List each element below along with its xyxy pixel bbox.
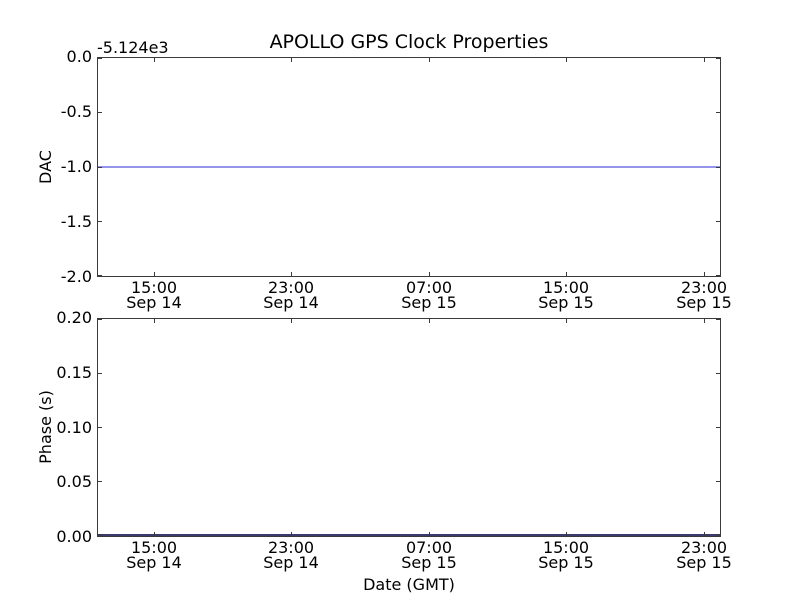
dac-x-tick-marks-bottom bbox=[98, 272, 720, 276]
phase-x-tick-label: 23:00 Sep 14 bbox=[263, 538, 319, 572]
phase-plot-area bbox=[97, 318, 721, 537]
phase-x-tick-label: 07:00 Sep 15 bbox=[401, 538, 457, 572]
dac-x-tick-marks-top bbox=[98, 58, 720, 62]
phase-x-tick-marks-bottom bbox=[98, 532, 720, 536]
dac-x-tick-label: 15:00 Sep 14 bbox=[126, 278, 182, 312]
phase-x-tick-label: 15:00 Sep 15 bbox=[538, 538, 594, 572]
phase-y-tick-label: 0.20 bbox=[56, 308, 92, 327]
phase-x-tick-marks-top bbox=[98, 319, 720, 323]
phase-y-tick-label: 0.10 bbox=[56, 418, 92, 437]
dac-x-tick-label: 07:00 Sep 15 bbox=[401, 278, 457, 312]
phase-y-tick-marks-right bbox=[716, 319, 720, 536]
phase-axis-label: Phase (s) bbox=[35, 390, 55, 464]
phase-y-tick-marks-left bbox=[98, 319, 102, 536]
dac-y-tick-marks-left bbox=[98, 58, 102, 276]
x-axis-label: Date (GMT) bbox=[363, 575, 455, 594]
y-axis-offset-text: -5.124e3 bbox=[97, 38, 169, 57]
dac-series-line bbox=[98, 166, 720, 168]
dac-y-tick-label: 0.0 bbox=[66, 47, 92, 66]
chart-title: APOLLO GPS Clock Properties bbox=[269, 31, 549, 53]
phase-y-tick-label: 0.05 bbox=[56, 472, 92, 491]
dac-axis-label: DAC bbox=[35, 150, 55, 184]
dac-x-tick-label: 23:00 Sep 15 bbox=[676, 278, 732, 312]
dac-plot-area bbox=[97, 57, 721, 277]
dac-y-tick-label: -2.0 bbox=[60, 267, 92, 286]
dac-y-tick-label: -1.5 bbox=[60, 212, 92, 231]
phase-y-tick-label: 0.15 bbox=[56, 363, 92, 382]
dac-x-tick-label: 23:00 Sep 14 bbox=[263, 278, 319, 312]
phase-x-tick-label: 23:00 Sep 15 bbox=[676, 538, 732, 572]
dac-y-tick-label: -0.5 bbox=[60, 102, 92, 121]
dac-y-tick-marks-right bbox=[716, 58, 720, 276]
phase-y-tick-label: 0.00 bbox=[56, 527, 92, 546]
dac-x-tick-label: 15:00 Sep 15 bbox=[538, 278, 594, 312]
dac-y-tick-label: -1.0 bbox=[60, 157, 92, 176]
phase-x-tick-label: 15:00 Sep 14 bbox=[126, 538, 182, 572]
